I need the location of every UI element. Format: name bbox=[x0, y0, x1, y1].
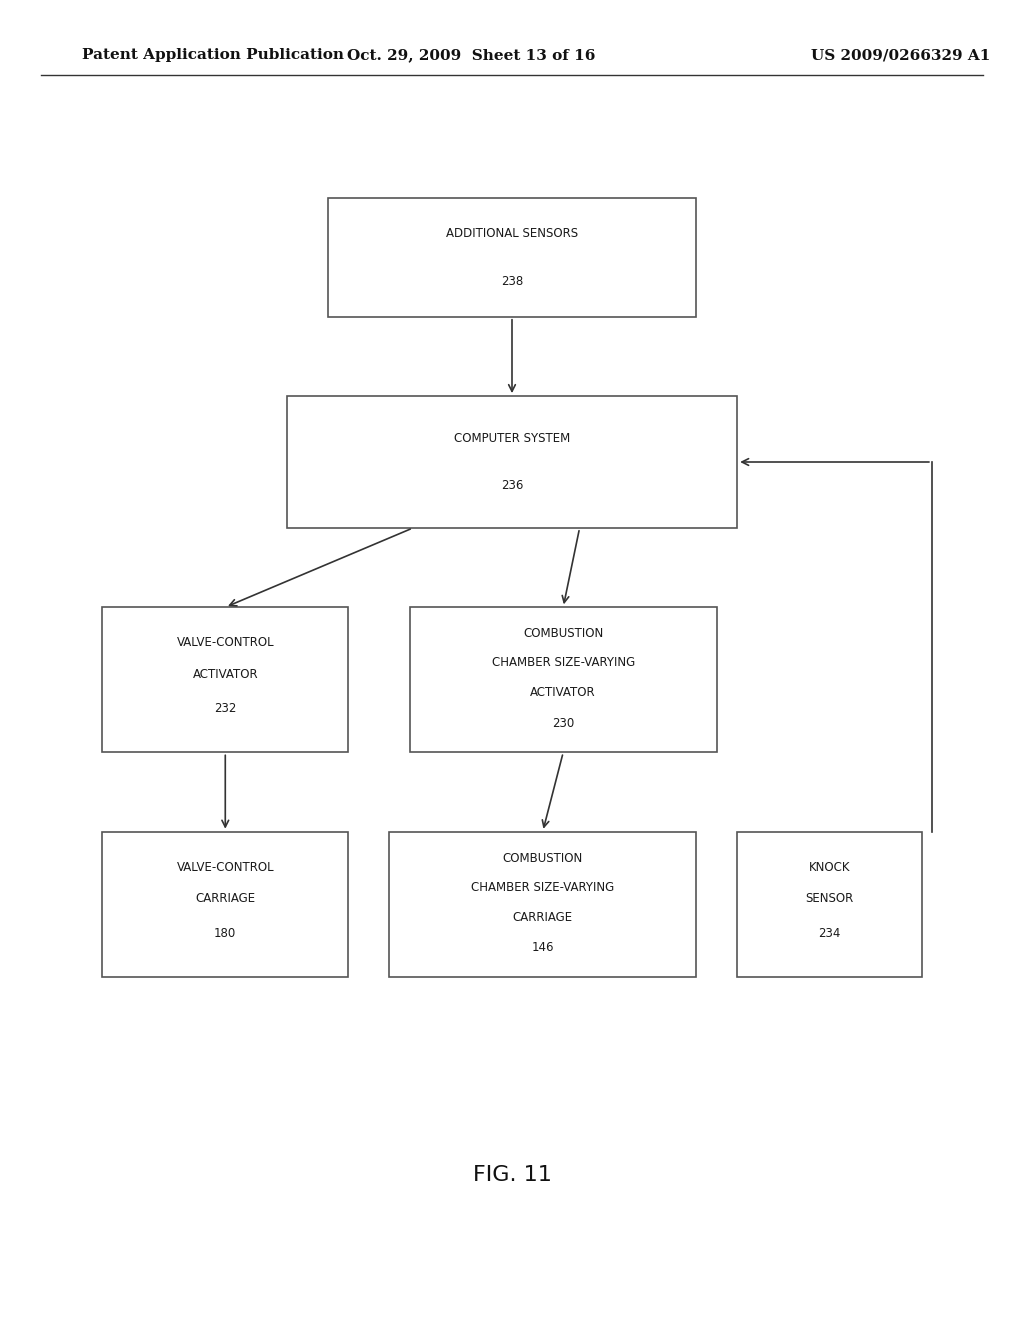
Text: 234: 234 bbox=[818, 927, 841, 940]
Text: SENSOR: SENSOR bbox=[805, 892, 854, 906]
FancyBboxPatch shape bbox=[287, 396, 737, 528]
Text: ACTIVATOR: ACTIVATOR bbox=[530, 686, 596, 700]
Text: Patent Application Publication: Patent Application Publication bbox=[82, 49, 344, 62]
Text: CHAMBER SIZE-VARYING: CHAMBER SIZE-VARYING bbox=[471, 880, 614, 894]
Text: COMBUSTION: COMBUSTION bbox=[503, 851, 583, 865]
Text: 146: 146 bbox=[531, 941, 554, 954]
FancyBboxPatch shape bbox=[737, 832, 922, 977]
Text: CHAMBER SIZE-VARYING: CHAMBER SIZE-VARYING bbox=[492, 656, 635, 669]
Text: COMPUTER SYSTEM: COMPUTER SYSTEM bbox=[454, 432, 570, 445]
Text: US 2009/0266329 A1: US 2009/0266329 A1 bbox=[811, 49, 991, 62]
Text: VALVE-CONTROL: VALVE-CONTROL bbox=[176, 861, 274, 874]
FancyBboxPatch shape bbox=[328, 198, 696, 317]
Text: ACTIVATOR: ACTIVATOR bbox=[193, 668, 258, 681]
Text: COMBUSTION: COMBUSTION bbox=[523, 627, 603, 640]
Text: CARRIAGE: CARRIAGE bbox=[513, 911, 572, 924]
Text: 238: 238 bbox=[501, 275, 523, 288]
Text: 236: 236 bbox=[501, 479, 523, 492]
Text: FIG. 11: FIG. 11 bbox=[472, 1164, 552, 1185]
Text: Oct. 29, 2009  Sheet 13 of 16: Oct. 29, 2009 Sheet 13 of 16 bbox=[347, 49, 595, 62]
FancyBboxPatch shape bbox=[102, 832, 348, 977]
Text: CARRIAGE: CARRIAGE bbox=[196, 892, 255, 906]
Text: VALVE-CONTROL: VALVE-CONTROL bbox=[176, 636, 274, 649]
Text: KNOCK: KNOCK bbox=[809, 861, 850, 874]
Text: 230: 230 bbox=[552, 717, 574, 730]
Text: ADDITIONAL SENSORS: ADDITIONAL SENSORS bbox=[445, 227, 579, 240]
FancyBboxPatch shape bbox=[410, 607, 717, 752]
Text: 232: 232 bbox=[214, 702, 237, 715]
FancyBboxPatch shape bbox=[389, 832, 696, 977]
Text: 180: 180 bbox=[214, 927, 237, 940]
FancyBboxPatch shape bbox=[102, 607, 348, 752]
